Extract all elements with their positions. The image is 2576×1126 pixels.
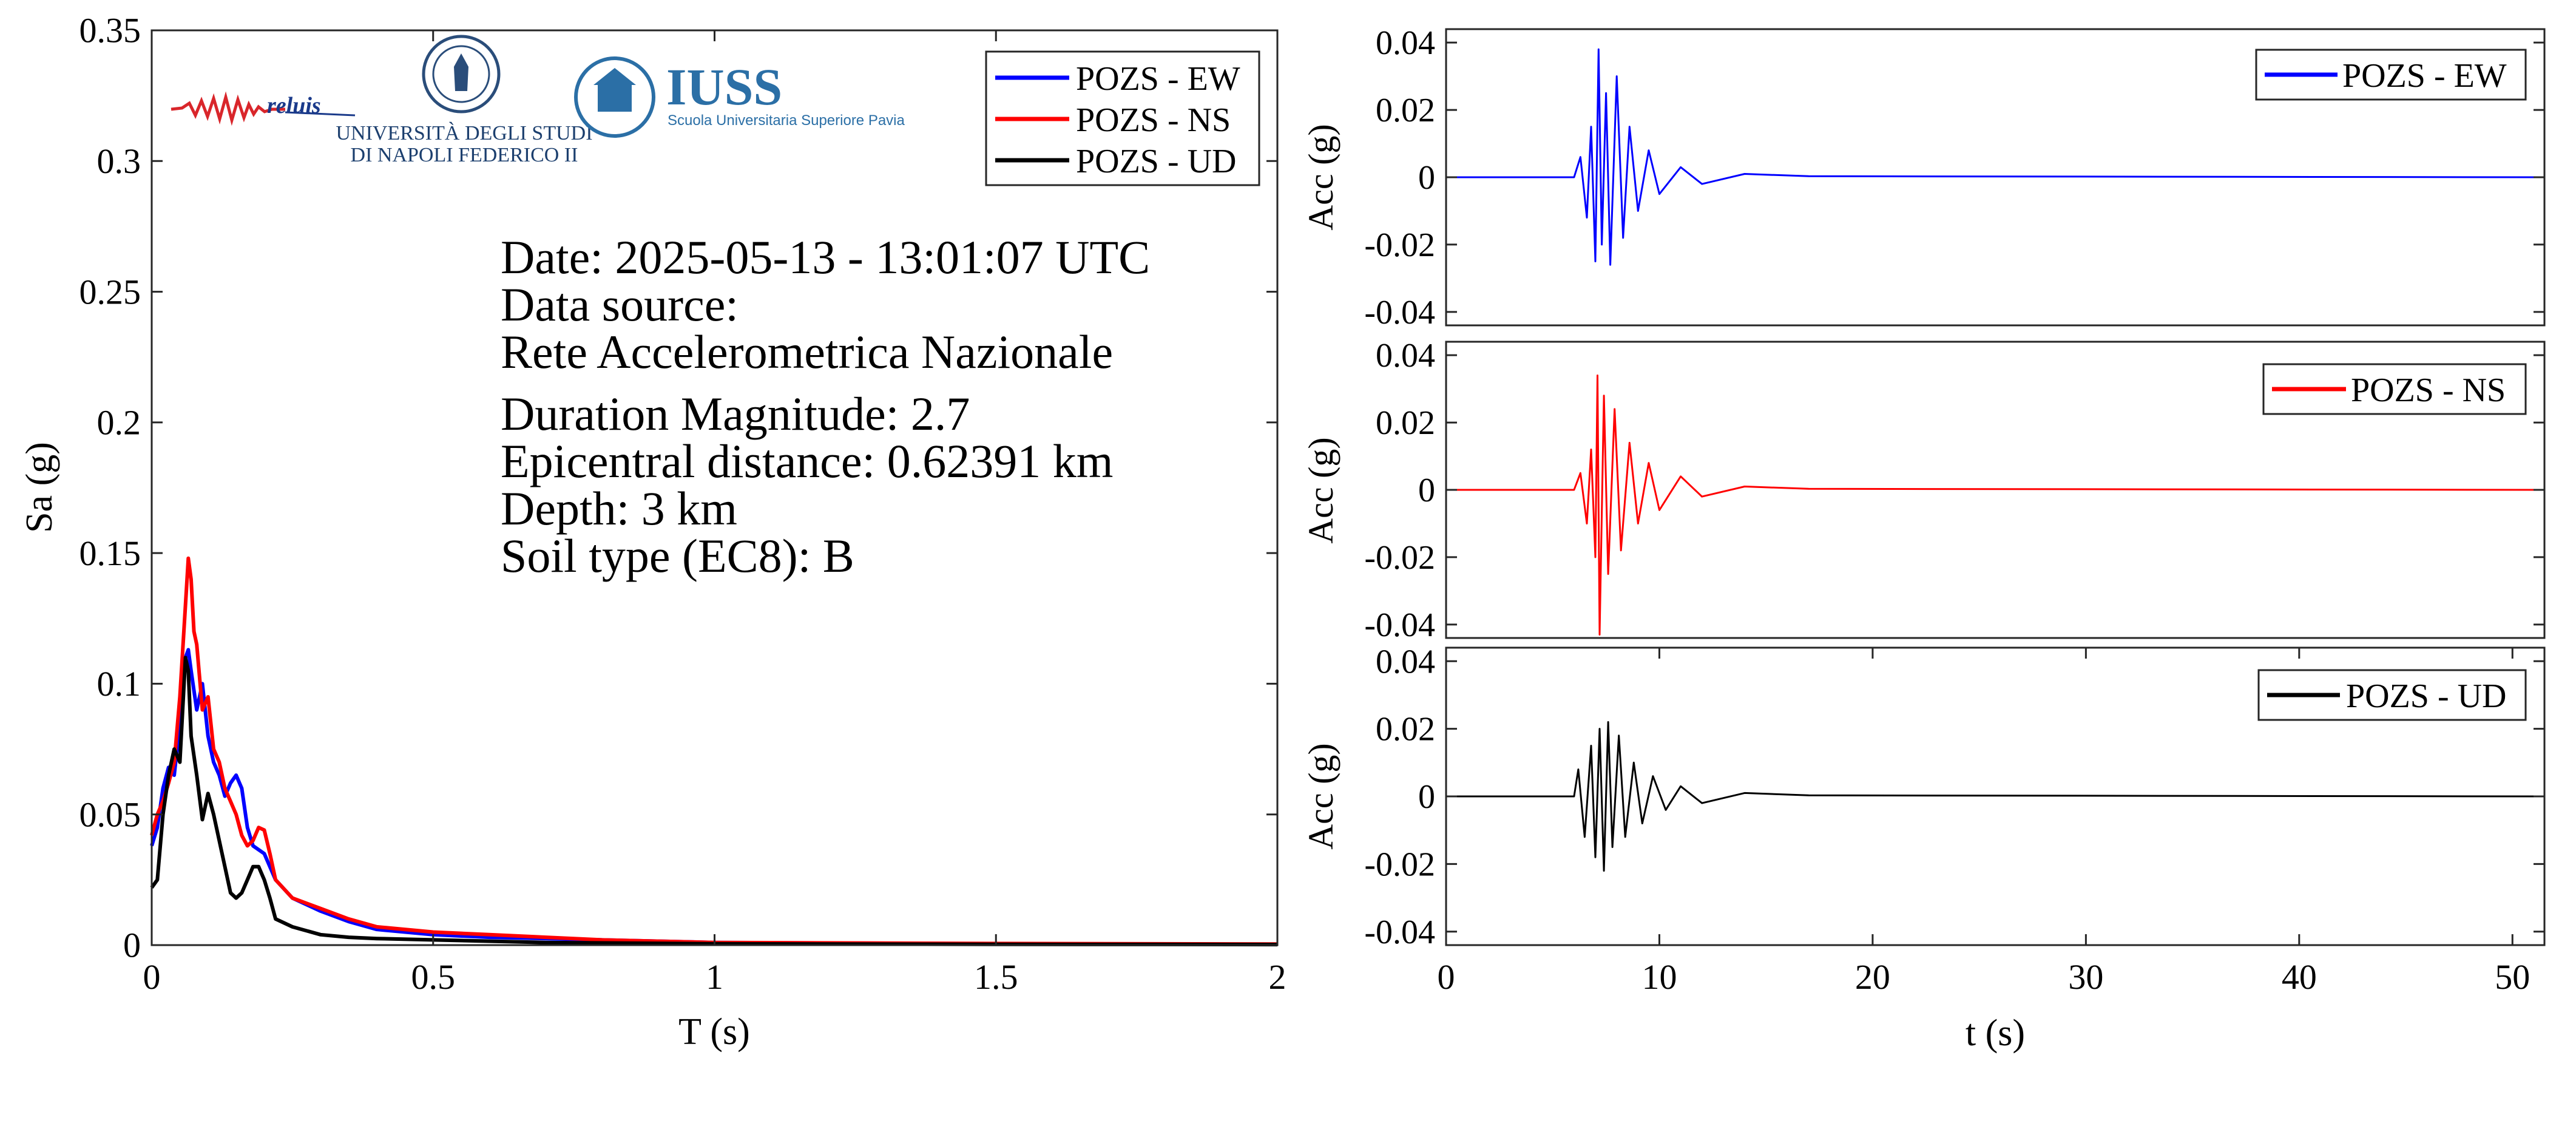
accelerogram-ud-series (1446, 721, 2545, 872)
legend-label-ud: POZS - UD (1076, 143, 1236, 180)
y-tick-label: -0.02 (1364, 226, 1435, 264)
y-tick-label: 0.25 (79, 272, 141, 311)
y-tick-label: 0 (1418, 472, 1435, 509)
unina-logo: UNIVERSITÀ DEGLI STUDI DI NAPOLI FEDERIC… (336, 35, 593, 166)
spectrum-series (150, 556, 1278, 947)
info-data-source-name: Rete Accelerometrica Nazionale (501, 325, 1113, 378)
accelerogram-ew-chart: -0.04 -0.02 0 0.02 0.04 Acc (g) POZS - EW (1301, 24, 2546, 331)
x-tick-label: 0 (143, 957, 161, 997)
y-tick-label: -0.04 (1364, 606, 1435, 644)
accelerogram-x-label: t (s) (1966, 1012, 2025, 1054)
x-tick-label: 1 (706, 957, 723, 997)
accelerogram-ns-legend: POZS - NS (2262, 363, 2527, 415)
y-tick-label: 0.04 (1376, 24, 1435, 62)
legend-label-ew: POZS - EW (2342, 57, 2507, 95)
unina-seal-inner-ring (432, 45, 490, 103)
info-date: Date: 2025-05-13 - 13:01:07 UTC (501, 231, 1150, 283)
reluis-seismogram-mark (171, 91, 285, 126)
x-tick-label: 1.5 (974, 957, 1018, 997)
accelerogram-ns-chart: -0.04 -0.02 0 0.02 0.04 Acc (g) POZS - NS (1301, 337, 2546, 644)
series-line-pozs-ud (150, 656, 1278, 947)
series-line-pozs-ew (1446, 48, 2545, 266)
y-tick-label: 0.02 (1376, 711, 1435, 748)
y-tick-label: -0.02 (1364, 846, 1435, 883)
spectrum-x-label: T (s) (678, 1011, 750, 1053)
accelerogram-ud-y-label: Acc (g) (1301, 743, 1340, 850)
info-epicentral-distance: Epicentral distance: 0.62391 km (501, 435, 1113, 487)
accelerogram-ud-legend: POZS - UD (2257, 669, 2527, 721)
y-tick-label: 0.02 (1376, 404, 1435, 442)
event-info-block: Date: 2025-05-13 - 13:01:07 UTC Data sou… (501, 231, 1150, 582)
unina-name-line2: DI NAPOLI FEDERICO II (351, 144, 578, 166)
spectrum-legend: POZS - EW POZS - NS POZS - UD (985, 50, 1260, 186)
y-tick-label: -0.02 (1364, 539, 1435, 577)
accelerogram-ew-series (1446, 48, 2545, 266)
legend-label-ew: POZS - EW (1076, 60, 1240, 98)
info-soil-type: Soil type (EC8): B (501, 529, 854, 582)
y-tick-label: 0.02 (1376, 92, 1435, 129)
legend-label-ns: POZS - NS (2351, 371, 2506, 409)
accelerogram-ew-legend: POZS - EW (2255, 49, 2527, 101)
y-tick-label: 0 (1418, 778, 1435, 816)
accelerogram-ew-ticks: -0.04 -0.02 0 0.02 0.04 (1364, 24, 2544, 331)
accelerogram-ns-y-label: Acc (g) (1301, 437, 1340, 544)
y-tick-label: 0 (1418, 159, 1435, 197)
spectrum-y-label: Sa (g) (19, 442, 60, 533)
iuss-emblem-building (598, 85, 632, 112)
y-tick-label: 0.15 (79, 534, 141, 573)
series-line-pozs-ew (150, 648, 1278, 946)
x-tick-label: 0 (1438, 957, 1455, 997)
x-tick-label: 2 (1269, 957, 1286, 997)
info-depth: Depth: 3 km (501, 482, 737, 535)
x-tick-label: 10 (1641, 957, 1677, 997)
y-tick-label: -0.04 (1364, 294, 1435, 331)
iuss-wordmark: IUSS (666, 58, 782, 116)
y-tick-label: 0.05 (79, 795, 141, 834)
reluis-wordmark: reluis (267, 93, 321, 118)
x-tick-label: 20 (1855, 957, 1890, 997)
reluis-logo: reluis (171, 91, 356, 126)
y-tick-label: 0.04 (1376, 337, 1435, 375)
y-tick-label: 0 (123, 926, 141, 965)
accelerogram-ud-chart: -0.04 -0.02 0 0.02 0.04 0 10 20 30 40 50 Acc (g) t… (1301, 643, 2546, 1054)
y-tick-label: 0.2 (97, 403, 141, 443)
y-tick-label: 0.3 (97, 141, 141, 181)
reluis-baseline (285, 111, 356, 117)
y-tick-label: 0.04 (1376, 643, 1435, 680)
legend-label-ud: POZS - UD (2346, 677, 2506, 715)
unina-seal-figure (454, 53, 468, 91)
series-line-pozs-ns (1446, 375, 2545, 636)
accelerogram-ns-series (1446, 375, 2545, 636)
spectrum-chart: 0 0.05 0.1 0.15 0.2 0.25 0.3 0.35 0 0.5 1 1.5 2 T (s… (19, 11, 1286, 1053)
info-data-source-label: Data source: (501, 278, 739, 331)
spectrum-ticks: 0 0.05 0.1 0.15 0.2 0.25 0.3 0.35 0 0.5 1 1.5 2 (79, 11, 1286, 997)
iuss-subtitle: Scuola Universitaria Superiore Pavia (668, 112, 905, 129)
series-line-pozs-ud (1446, 721, 2545, 872)
x-tick-label: 40 (2282, 957, 2317, 997)
x-tick-label: 30 (2068, 957, 2103, 997)
iuss-emblem-roof (593, 68, 636, 85)
legend-label-ns: POZS - NS (1076, 101, 1231, 139)
series-line-pozs-ns (150, 556, 1278, 946)
y-tick-label: 0.35 (79, 11, 141, 50)
iuss-logo: IUSS Scuola Universitaria Superiore Pavi… (574, 56, 905, 138)
accelerogram-ew-y-label: Acc (g) (1301, 124, 1340, 231)
unina-name-line1: UNIVERSITÀ DEGLI STUDI (336, 122, 592, 144)
info-magnitude: Duration Magnitude: 2.7 (501, 387, 970, 440)
accelerogram-ud-ticks: -0.04 -0.02 0 0.02 0.04 0 10 20 30 40 50 (1364, 643, 2544, 997)
y-tick-label: -0.04 (1364, 914, 1435, 951)
x-tick-label: 0.5 (411, 957, 456, 997)
x-tick-label: 50 (2495, 957, 2530, 997)
y-tick-label: 0.1 (97, 664, 141, 704)
accelerogram-ns-ticks: -0.04 -0.02 0 0.02 0.04 (1364, 337, 2544, 644)
